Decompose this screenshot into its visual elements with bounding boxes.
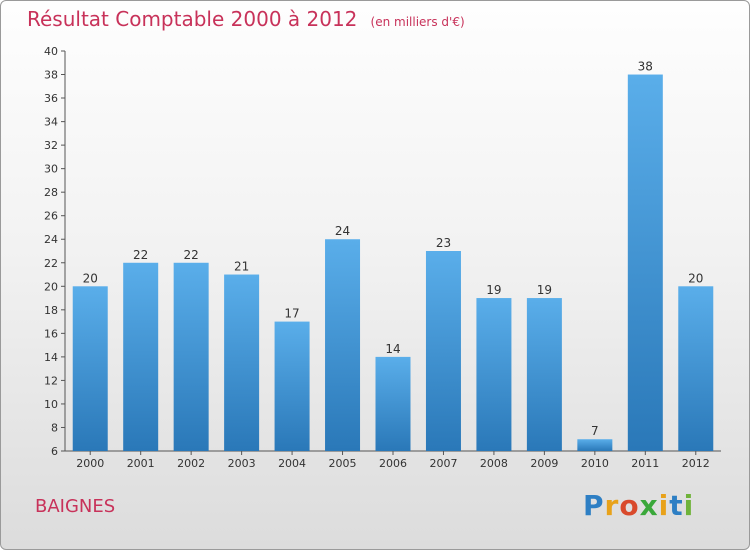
y-tick-label: 34 (44, 116, 58, 129)
bar-value-label: 20 (688, 271, 703, 285)
bar (173, 262, 209, 451)
x-tick-label: 2010 (581, 457, 609, 470)
y-tick-label: 24 (44, 233, 58, 246)
y-tick-label: 40 (44, 45, 58, 58)
chart-title: Résultat Comptable 2000 à 2012 (en milli… (27, 7, 465, 31)
y-tick-label: 16 (44, 327, 58, 340)
y-tick-label: 8 (51, 421, 58, 434)
logo-letter: P (583, 489, 605, 522)
x-tick-label: 2008 (480, 457, 508, 470)
bar (224, 274, 260, 451)
bar-value-label: 21 (234, 260, 249, 274)
bar (577, 439, 613, 451)
x-tick-label: 2001 (127, 457, 155, 470)
bar-value-label: 24 (335, 224, 350, 238)
y-tick-label: 6 (51, 445, 58, 458)
bar-value-label: 23 (436, 236, 451, 250)
logo-letter: x (639, 489, 659, 522)
commune-name: BAIGNES (35, 496, 116, 517)
y-tick-label: 10 (44, 398, 58, 411)
bar (425, 251, 461, 451)
y-tick-label: 18 (44, 304, 58, 317)
x-tick-label: 2011 (631, 457, 659, 470)
bar (325, 239, 361, 451)
bar (375, 356, 411, 451)
chart-title-text: Résultat Comptable 2000 à 2012 (27, 7, 358, 31)
bar (476, 298, 512, 451)
x-tick-label: 2004 (278, 457, 306, 470)
y-tick-label: 32 (44, 139, 58, 152)
x-tick-label: 2000 (76, 457, 104, 470)
bar (678, 286, 714, 451)
bar-value-label: 22 (133, 248, 148, 262)
logo-letter: r (604, 489, 620, 522)
y-tick-label: 14 (44, 351, 58, 364)
logo-letter: o (619, 489, 640, 522)
bar-value-label: 17 (284, 307, 299, 321)
bar-value-label: 19 (537, 283, 552, 297)
x-tick-label: 2002 (177, 457, 205, 470)
logo-letter: t (669, 489, 684, 522)
bar (123, 262, 159, 451)
chart-axes: 6 8 10 12 14 16 18 20 22 24 26 28 30 32 34 36 38 40 2000 20… (44, 45, 721, 470)
chart-unit-text: (en milliers d'€) (370, 15, 465, 29)
bar-value-label: 7 (591, 424, 599, 438)
y-tick-label: 26 (44, 210, 58, 223)
bar (627, 74, 663, 451)
x-tick-label: 2006 (379, 457, 407, 470)
y-tick-label: 36 (44, 92, 58, 105)
y-tick-label: 20 (44, 280, 58, 293)
y-tick-label: 38 (44, 69, 58, 82)
x-tick-label: 2007 (429, 457, 457, 470)
y-tick-label: 28 (44, 186, 58, 199)
y-tick-label: 22 (44, 257, 58, 270)
logo-letter: i (658, 489, 670, 522)
x-tick-label: 2003 (228, 457, 256, 470)
bar (72, 286, 108, 451)
y-tick-label: 30 (44, 163, 58, 176)
bar-value-label: 14 (385, 342, 400, 356)
x-tick-label: 2005 (329, 457, 357, 470)
bar-value-label: 20 (83, 271, 98, 285)
chart-labels: 20 22 22 21 17 24 14 23 19 19 7 38 20 (83, 60, 704, 439)
y-tick-label: 12 (44, 374, 58, 387)
chart-bars (72, 74, 714, 451)
logo-letter: i (683, 489, 695, 522)
bar-value-label: 22 (184, 248, 199, 262)
bar (274, 321, 310, 451)
bar (526, 298, 562, 451)
bar-value-label: 38 (638, 60, 653, 74)
x-tick-label: 2012 (682, 457, 710, 470)
proxiti-logo: Proxiti (583, 489, 694, 522)
x-tick-label: 2009 (530, 457, 558, 470)
bar-value-label: 19 (486, 283, 501, 297)
